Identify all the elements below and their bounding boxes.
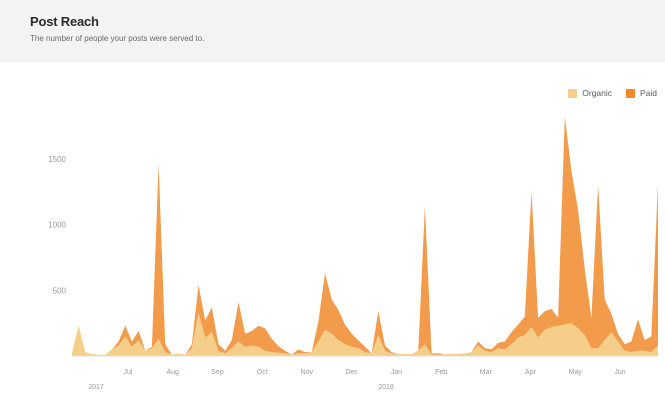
series-area-organic: [72, 312, 658, 356]
x-tick-label: Nov: [301, 369, 314, 376]
series-area-paid: [72, 116, 658, 355]
x-year-label: 2018: [378, 384, 394, 391]
x-tick-label: Mar: [480, 369, 493, 376]
legend-swatch-paid: [625, 88, 635, 98]
x-tick-label: May: [569, 369, 583, 376]
page-subtitle: The number of people your posts were ser…: [30, 34, 205, 43]
y-tick-label: 500: [53, 286, 67, 295]
x-tick-label: Feb: [435, 369, 447, 376]
legend-swatch-organic: [568, 88, 578, 98]
chart-areas: [72, 116, 658, 356]
x-axis-ticks: Jul Aug Sep Oct Nov Dec Jan Feb Mar Apr May Jun 2017…: [88, 369, 626, 391]
x-tick-label: Jul: [124, 369, 133, 376]
y-tick-label: 1000: [48, 221, 66, 230]
x-tick-label: Jan: [391, 369, 402, 376]
y-tick-label: 1500: [48, 155, 66, 164]
x-tick-label: Apr: [525, 369, 537, 376]
x-tick-label: Sep: [211, 369, 224, 376]
chart-header: Post Reach The number of people your pos…: [0, 0, 665, 62]
x-tick-label: Dec: [345, 369, 358, 376]
x-year-label: 2017: [88, 384, 104, 391]
legend-item-paid[interactable]: Paid: [625, 88, 657, 98]
legend-item-organic[interactable]: Organic: [568, 88, 612, 98]
page-title: Post Reach: [30, 14, 99, 29]
y-axis-ticks: 500 1000 1500: [48, 155, 658, 357]
x-tick-label: Aug: [166, 369, 179, 376]
chart-legend: Organic Paid: [568, 88, 657, 98]
legend-label-paid: Paid: [639, 88, 657, 98]
legend-label-organic: Organic: [582, 88, 612, 98]
x-tick-label: Oct: [257, 369, 268, 376]
x-tick-label: Jun: [614, 369, 625, 376]
